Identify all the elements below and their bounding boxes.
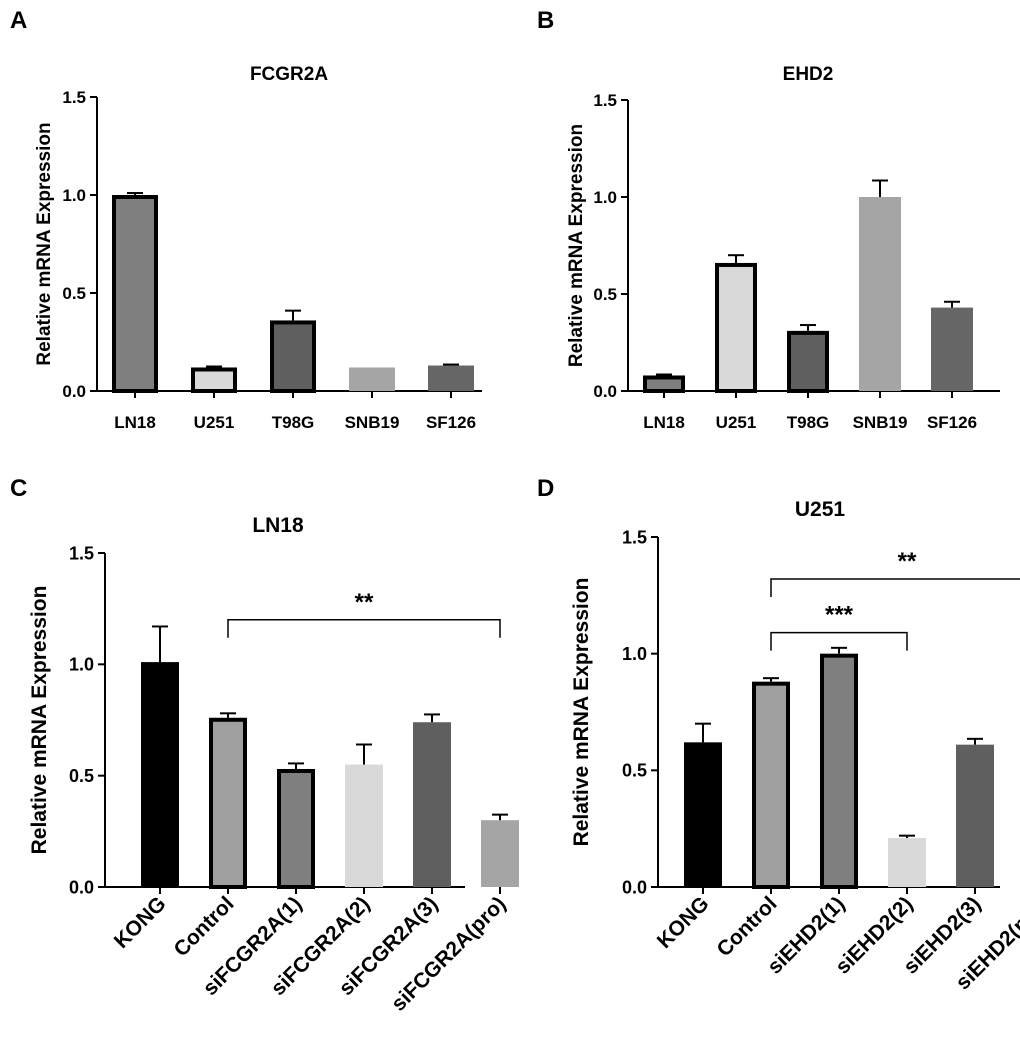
y-tick-label: 0.0 — [622, 877, 647, 897]
x-tick-label: LN18 — [114, 413, 156, 432]
y-tick-label: 1.5 — [69, 543, 94, 563]
x-tick-label: siFCGR2A(pro) — [387, 892, 511, 1016]
x-tick-label: Control — [712, 892, 781, 961]
y-tick-label: 1.0 — [62, 186, 86, 205]
bar — [481, 820, 519, 887]
bar — [956, 744, 994, 887]
chart-title: EHD2 — [783, 64, 834, 85]
panel-letter-b: B — [537, 7, 554, 34]
chart-d: U251 Relative mRNA Expression 0.0 0.5 1.0 1.5… — [570, 498, 1020, 994]
panel-letter-c: C — [10, 475, 27, 502]
bar — [345, 764, 383, 887]
y-tick-label: 0.0 — [62, 382, 86, 401]
x-tick-label: U251 — [194, 413, 235, 432]
y-tick-label: 0.5 — [62, 284, 86, 303]
y-tick-label: 0.5 — [593, 285, 617, 304]
chart-a: FCGR2A Relative mRNA Expression 0.0 0.5 1.0 1… — [34, 64, 482, 432]
y-tick-label: 0.0 — [593, 382, 617, 401]
x-tick-label: SNB19 — [853, 413, 908, 432]
panel-letter-d: D — [537, 475, 554, 502]
bar — [413, 722, 451, 887]
bar — [191, 367, 237, 394]
panel-letter-a: A — [10, 7, 27, 34]
bar — [112, 195, 158, 393]
y-axis-label: Relative mRNA Expression — [570, 578, 593, 847]
bar — [141, 662, 179, 887]
significance-label: ** — [898, 548, 917, 575]
bar — [209, 717, 247, 889]
y-tick-label: 0.5 — [69, 766, 94, 786]
bar — [752, 681, 790, 890]
chart-c: LN18 Relative mRNA Expression 0.0 0.5 1.0 1.5… — [28, 514, 519, 1016]
x-tick-label: KONG — [653, 892, 714, 953]
y-tick-label: 1.0 — [593, 188, 617, 207]
bar — [787, 330, 829, 393]
bar — [428, 365, 474, 391]
significance-label: ** — [355, 589, 374, 616]
x-tick-label: T98G — [272, 413, 315, 432]
bar — [684, 742, 722, 887]
x-tick-label: U251 — [716, 413, 757, 432]
y-tick-label: 1.0 — [622, 644, 647, 664]
bar — [888, 838, 926, 887]
chart-title: LN18 — [252, 514, 304, 537]
y-tick-label: 1.5 — [622, 527, 647, 547]
significance-bracket — [770, 631, 908, 651]
chart-title: FCGR2A — [250, 64, 328, 85]
y-tick-label: 1.0 — [69, 655, 94, 675]
x-tick-label: SNB19 — [345, 413, 400, 432]
bar — [349, 367, 395, 391]
chart-b: EHD2 Relative mRNA Expression 0.0 0.5 1.0 1.5… — [566, 64, 1000, 432]
significance-bracket — [770, 578, 1020, 597]
y-axis-label: Relative mRNA Expression — [566, 124, 587, 367]
x-tick-label: T98G — [787, 413, 830, 432]
y-axis-label: Relative mRNA Expression — [28, 586, 51, 855]
bar — [643, 375, 685, 394]
x-tick-label: SF126 — [927, 413, 977, 432]
x-tick-label: Control — [169, 892, 238, 961]
bar — [270, 320, 316, 393]
x-tick-label: SF126 — [426, 413, 476, 432]
significance-bracket — [227, 619, 501, 638]
x-tick-label: KONG — [110, 892, 171, 953]
bar — [715, 262, 757, 393]
x-tick-label: LN18 — [643, 413, 685, 432]
bar — [859, 197, 901, 391]
bar — [820, 653, 858, 890]
y-tick-label: 0.5 — [622, 761, 647, 781]
y-tick-label: 1.5 — [593, 91, 617, 110]
significance-label: *** — [825, 602, 854, 629]
y-tick-label: 0.0 — [69, 877, 94, 897]
bar — [277, 768, 315, 890]
y-axis-label: Relative mRNA Expression — [34, 122, 55, 365]
y-tick-label: 1.5 — [62, 88, 86, 107]
bar — [931, 307, 973, 391]
chart-title: U251 — [795, 498, 846, 521]
